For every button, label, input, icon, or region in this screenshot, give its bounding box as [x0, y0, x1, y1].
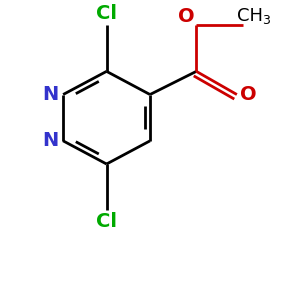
Text: N: N	[42, 131, 58, 150]
Text: O: O	[240, 85, 257, 104]
Text: Cl: Cl	[96, 4, 117, 23]
Text: Cl: Cl	[96, 212, 117, 231]
Text: CH: CH	[237, 7, 263, 25]
Text: 3: 3	[262, 14, 270, 27]
Text: O: O	[178, 7, 194, 26]
Text: N: N	[42, 85, 58, 104]
